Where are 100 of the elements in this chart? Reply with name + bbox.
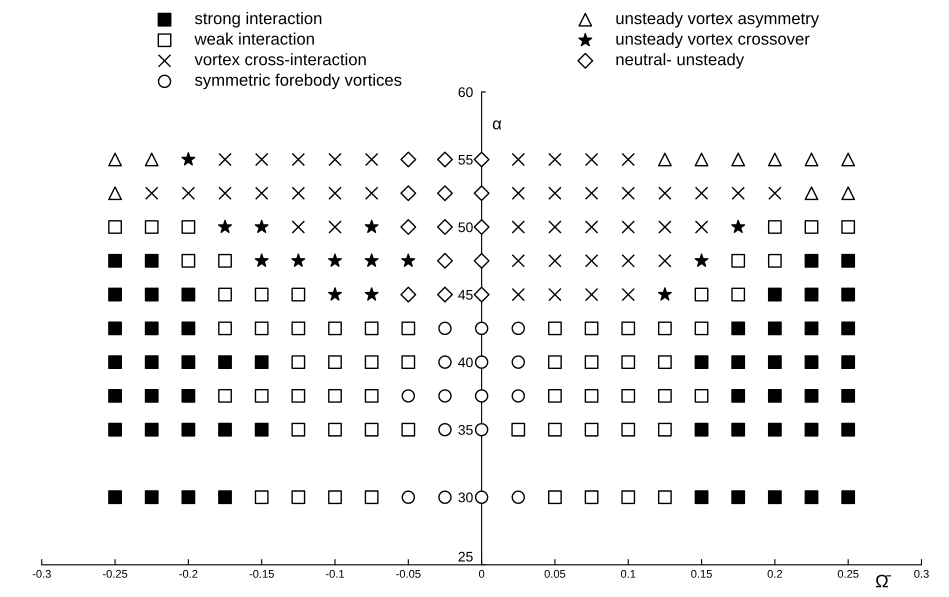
point [731, 152, 746, 166]
point [622, 288, 635, 302]
point [436, 152, 453, 168]
point [768, 490, 782, 504]
point [474, 322, 488, 336]
point [768, 152, 782, 166]
point [804, 254, 818, 268]
x-tick-label: -0.25 [102, 570, 128, 578]
point [144, 288, 159, 302]
point [364, 287, 379, 301]
point [804, 152, 818, 166]
point [841, 422, 856, 437]
point [328, 152, 342, 166]
point [584, 186, 598, 200]
point [731, 220, 746, 234]
y-tick-label: 50 [458, 222, 473, 232]
point [181, 388, 196, 403]
legend-label: neutral- unsteady [616, 53, 744, 69]
point [108, 422, 122, 437]
point [145, 186, 158, 200]
y-tick-label: 40 [458, 357, 473, 368]
point [292, 152, 306, 166]
x-tick-label: 0.1 [620, 570, 636, 578]
point [292, 186, 306, 200]
legend-label: weak interaction [194, 32, 314, 45]
point [218, 422, 232, 437]
point [474, 422, 488, 436]
point [182, 186, 196, 200]
point [144, 321, 159, 336]
point [400, 185, 416, 202]
point [438, 422, 452, 436]
point [841, 152, 856, 166]
point [108, 490, 122, 504]
point [584, 254, 598, 268]
point [254, 186, 268, 200]
x-tick-label: 0.3 [914, 570, 929, 578]
legend-label: unsteady vortex asymmetry [616, 12, 820, 28]
point [622, 152, 635, 166]
point [548, 254, 562, 268]
point [401, 254, 416, 267]
point [804, 321, 818, 336]
y-tick-label: 30 [458, 492, 473, 502]
point [438, 490, 452, 504]
point [400, 286, 416, 303]
point [622, 186, 635, 200]
point [108, 288, 122, 302]
point [694, 422, 708, 437]
point [694, 186, 708, 200]
point [804, 422, 818, 437]
point [218, 220, 232, 234]
y-axis-title: α [492, 120, 502, 130]
point [181, 355, 196, 370]
point [768, 355, 782, 370]
point [731, 490, 746, 504]
point [694, 220, 708, 234]
point [694, 355, 708, 370]
point [768, 321, 782, 336]
point [694, 254, 709, 267]
point [804, 355, 818, 370]
point [436, 185, 453, 202]
y-tick-label: 25 [458, 552, 473, 562]
point [731, 321, 746, 336]
point [218, 490, 232, 504]
point [768, 422, 782, 437]
x-tick-label: 0.15 [691, 570, 712, 578]
point [181, 490, 196, 504]
point [622, 220, 635, 234]
point [254, 254, 269, 267]
x-tick-label: 0.05 [544, 570, 566, 578]
point [474, 490, 488, 504]
x-tick-label: -0.3 [32, 570, 51, 578]
point [436, 219, 453, 236]
point [144, 388, 159, 403]
point [694, 152, 708, 166]
point [436, 286, 453, 303]
point [400, 152, 416, 168]
point [254, 355, 269, 370]
point [622, 254, 635, 268]
point [144, 152, 159, 166]
point [108, 254, 122, 268]
point [438, 389, 452, 403]
y-tick-label: 60 [458, 87, 473, 98]
point [144, 422, 159, 437]
x-tick-label: -0.2 [179, 570, 198, 578]
point [804, 490, 818, 504]
point [584, 152, 598, 166]
point [328, 220, 342, 234]
point [731, 422, 746, 437]
point [181, 321, 196, 336]
point [731, 388, 746, 403]
point [108, 355, 122, 370]
point [731, 355, 746, 370]
point [108, 186, 122, 200]
point [584, 288, 598, 302]
y-tick-label: 55 [458, 154, 473, 165]
point [254, 220, 269, 234]
point [364, 186, 378, 200]
point [328, 287, 342, 301]
point [841, 321, 856, 336]
x-tick-label: -0.1 [326, 570, 344, 578]
